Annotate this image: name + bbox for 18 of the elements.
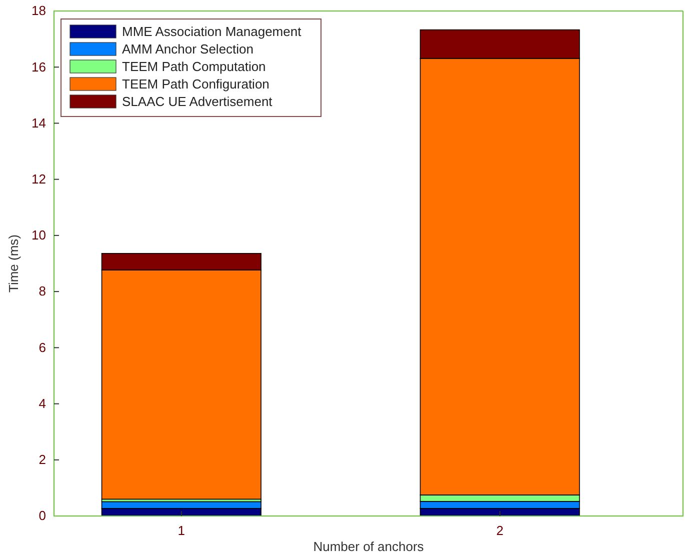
- y-tick-label: 16: [32, 59, 46, 74]
- legend-label: TEEM Path Computation: [122, 59, 266, 74]
- y-tick-label: 2: [38, 452, 46, 468]
- y-tick-label: 14: [32, 115, 46, 130]
- y-tick-label: 12: [32, 171, 46, 186]
- y-tick-label: 4: [38, 396, 46, 411]
- legend-label: SLAAC UE Advertisement: [122, 94, 273, 109]
- y-axis-title: Time (ms): [6, 234, 21, 293]
- y-tick-label: 8: [38, 284, 46, 299]
- x-axis-title: Number of anchors: [313, 539, 424, 554]
- legend-label: MME Association Management: [122, 24, 302, 39]
- x-tick-label: 1: [178, 523, 186, 538]
- y-tick-label: 6: [38, 340, 46, 355]
- y-tick-label: 10: [32, 228, 46, 243]
- y-tick-label: 18: [32, 3, 46, 18]
- legend-label: AMM Anchor Selection: [122, 42, 254, 56]
- y-tick-label: 0: [38, 508, 46, 524]
- legend-label: TEEM Path Configuration: [122, 76, 270, 92]
